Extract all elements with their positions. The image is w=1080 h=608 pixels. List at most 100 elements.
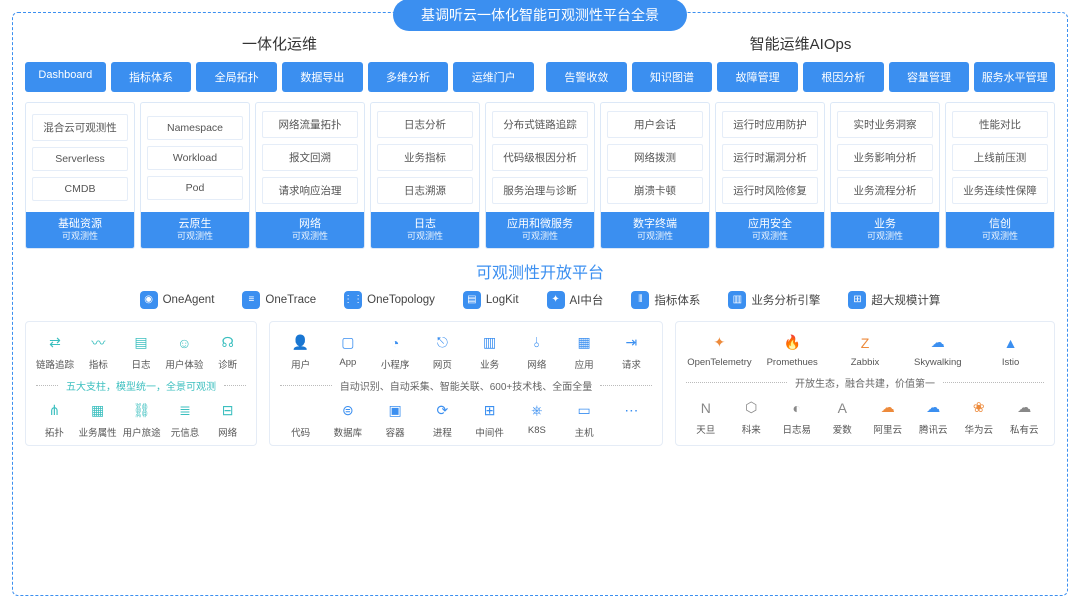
prometheus: 🔥Promethues <box>759 332 826 368</box>
pillars-box: ⇄链路追踪〰指标▤日志☺用户体验☊诊断 五大支柱，模型统一，全景可观测 ⋔拓扑▦… <box>25 321 257 446</box>
more-icon: ⋯ <box>620 400 642 422</box>
platform-icon: ⊞ <box>848 291 866 309</box>
aiops-tab-4: 容量管理 <box>889 62 970 92</box>
ops-tab-0: Dashboard <box>25 62 106 92</box>
capability-column-0: 混合云可观测性ServerlessCMDB基础资源可观测性 <box>25 102 135 249</box>
business-attr: ▦业务属性 <box>79 400 117 439</box>
capability-item: 运行时漏洞分析 <box>722 144 818 171</box>
request-icon: ⇥ <box>620 332 642 354</box>
capability-item: 性能对比 <box>952 111 1048 138</box>
webpage: ⎋网页 <box>422 332 463 371</box>
aishu: A爱数 <box>823 397 863 436</box>
zabbix-icon: Z <box>854 332 876 354</box>
architecture-diagram: 基调听云一体化智能可观测性平台全景 一体化运维 Dashboard指标体系全局拓… <box>12 12 1068 596</box>
platform-item-4: ✦AI中台 <box>547 291 604 309</box>
capability-item: 业务指标 <box>377 144 473 171</box>
capability-column-5: 用户会话网络拨测崩溃卡顿数字终端可观测性 <box>600 102 710 249</box>
aiops-title: 智能运维AIOps <box>546 33 1055 54</box>
metadata-icon: ≣ <box>174 400 196 422</box>
host-icon: ▭ <box>573 400 595 422</box>
platform-row: ◉OneAgent≡OneTrace⋮⋮OneTopology▤LogKit✦A… <box>25 291 1055 309</box>
capability-item: 业务连续性保障 <box>952 177 1048 204</box>
capability-item: 运行时风险修复 <box>722 177 818 204</box>
skywalking-icon: ☁ <box>927 332 949 354</box>
tencent: ☁腾讯云 <box>914 397 954 436</box>
column-footer: 数字终端可观测性 <box>601 212 709 248</box>
container: ▣容器 <box>375 400 416 439</box>
capability-column-1: NamespaceWorkloadPod云原生可观测性 <box>140 102 250 249</box>
platform-icon: ▥ <box>728 291 746 309</box>
capability-item: 日志分析 <box>377 111 473 138</box>
aiops-tab-3: 根因分析 <box>803 62 884 92</box>
metrics: 〰指标 <box>80 332 117 371</box>
metrics-icon: 〰 <box>87 332 109 354</box>
tencent-icon: ☁ <box>922 397 944 419</box>
k8s: ⎈K8S <box>516 400 557 439</box>
column-footer: 日志可观测性 <box>371 212 479 248</box>
ops-tab-4: 多维分析 <box>368 62 449 92</box>
capability-columns: 混合云可观测性ServerlessCMDB基础资源可观测性NamespaceWo… <box>25 102 1055 249</box>
process: ⟳进程 <box>422 400 463 439</box>
aiops-tab-1: 知识图谱 <box>632 62 713 92</box>
platform-icon: ▤ <box>463 291 481 309</box>
process-icon: ⟳ <box>431 400 453 422</box>
user: 👤用户 <box>280 332 321 371</box>
private: ☁私有云 <box>1005 397 1045 436</box>
istio: ▲Istio <box>977 332 1044 368</box>
metadata: ≣元信息 <box>167 400 204 439</box>
capability-column-7: 实时业务洞察业务影响分析业务流程分析业务可观测性 <box>830 102 940 249</box>
column-footer: 基础资源可观测性 <box>26 212 134 248</box>
platform-icon: ⫴ <box>631 291 649 309</box>
aishu-icon: A <box>831 397 853 419</box>
platform-icon: ◉ <box>140 291 158 309</box>
network2: ⫰网络 <box>516 332 557 371</box>
main-title: 基调听云一体化智能可观测性平台全景 <box>393 0 687 31</box>
kelai: ⬡科来 <box>732 397 772 436</box>
opentelemetry-icon: ✦ <box>708 332 730 354</box>
database-icon: ⊜ <box>337 400 359 422</box>
capability-column-6: 运行时应用防护运行时漏洞分析运行时风险修复应用安全可观测性 <box>715 102 825 249</box>
link-tracking: ⇄链路追踪 <box>36 332 74 371</box>
capability-item: 分布式链路追踪 <box>492 111 588 138</box>
middleware: ⊞中间件 <box>469 400 510 439</box>
app: ▢App <box>327 332 368 371</box>
tiandan: N天旦 <box>686 397 726 436</box>
miniprogram: ◔小程序 <box>375 332 416 371</box>
capability-item: 实时业务洞察 <box>837 111 933 138</box>
capability-item: 业务影响分析 <box>837 144 933 171</box>
pillars-divider: 五大支柱，模型统一，全景可观测 <box>36 378 246 393</box>
aiops-section: 智能运维AIOps 告警收敛知识图谱故障管理根因分析容量管理服务水平管理 <box>546 33 1055 92</box>
rizhiyi-icon: ◐ <box>786 397 808 419</box>
ops-tab-3: 数据导出 <box>282 62 363 92</box>
logs: ▤日志 <box>123 332 160 371</box>
link-tracking-icon: ⇄ <box>44 332 66 354</box>
top-section-row: 一体化运维 Dashboard指标体系全局拓扑数据导出多维分析运维门户 智能运维… <box>25 33 1055 92</box>
huawei: ❀华为云 <box>959 397 999 436</box>
platform-item-2: ⋮⋮OneTopology <box>344 291 435 309</box>
ecosystem-divider: 开放生态，融合共建，价值第一 <box>686 375 1044 390</box>
column-footer: 信创可观测性 <box>946 212 1054 248</box>
middleware-icon: ⊞ <box>479 400 501 422</box>
prometheus-icon: 🔥 <box>781 332 803 354</box>
ecosystem-box: ✦OpenTelemetry🔥PromethuesZZabbix☁Skywalk… <box>675 321 1055 446</box>
miniprogram-icon: ◔ <box>384 332 406 354</box>
aiops-tab-0: 告警收敛 <box>546 62 627 92</box>
column-footer: 应用和微服务可观测性 <box>486 212 594 248</box>
ops-tab-2: 全局拓扑 <box>196 62 277 92</box>
aliyun-icon: ☁ <box>877 397 899 419</box>
platform-item-5: ⫴指标体系 <box>631 291 700 309</box>
capability-item: 运行时应用防护 <box>722 111 818 138</box>
k8s-icon: ⎈ <box>526 400 548 422</box>
ops-tab-1: 指标体系 <box>111 62 192 92</box>
network: ⊟网络 <box>209 400 246 439</box>
zabbix: ZZabbix <box>832 332 899 368</box>
column-footer: 网络可观测性 <box>256 212 364 248</box>
column-footer: 业务可观测性 <box>831 212 939 248</box>
aiops-tab-2: 故障管理 <box>717 62 798 92</box>
ops-title: 一体化运维 <box>25 33 534 54</box>
column-footer: 云原生可观测性 <box>141 212 249 248</box>
application: ▦应用 <box>564 332 605 371</box>
capability-item: 网络拨测 <box>607 144 703 171</box>
platform-item-7: ⊞超大规模计算 <box>848 291 940 309</box>
capability-item: CMDB <box>32 177 128 201</box>
